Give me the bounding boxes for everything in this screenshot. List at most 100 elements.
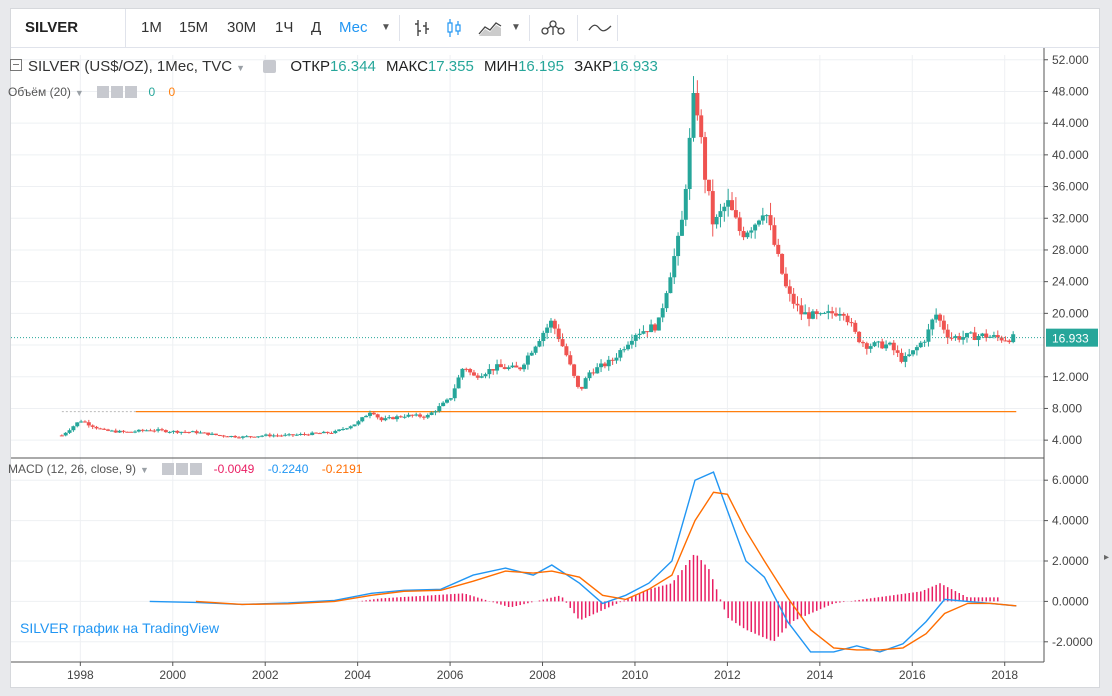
price-tick-label: 52.000 [1052,53,1089,67]
candle-down [568,355,573,365]
candle-up [437,406,442,412]
interval-30m[interactable]: 30М [227,19,257,36]
candle-down [464,368,469,370]
candle-down [475,375,480,378]
candle-up [679,219,684,236]
low-value: 16.195 [518,58,564,75]
interval-15m[interactable]: 15М [179,19,209,36]
candle-down [807,312,812,319]
candle-down [514,365,519,368]
gear-icon[interactable] [111,86,124,98]
candle-down [791,293,796,304]
time-tick-label: 2002 [252,668,279,682]
candle-up [629,340,634,345]
interval-chevron-down-icon[interactable]: ▼ [381,22,391,33]
candle-down [814,311,819,314]
time-tick-label: 2018 [991,668,1018,682]
gear-icon[interactable] [176,463,189,475]
macd-tick-label: 0.0000 [1052,594,1089,608]
candle-up [926,329,931,342]
candle-up [745,232,750,238]
candle-down [941,320,946,330]
candle-up [622,349,627,351]
scroll-arrow-icon[interactable]: ▸ [1104,552,1110,563]
time-tick-label: 2000 [159,668,186,682]
bar-chart-icon[interactable] [413,18,431,38]
series-menu-chevron-icon[interactable]: ▼ [236,63,246,73]
candle-down [106,429,111,431]
candle-up [448,398,453,400]
volume-menu-chevron-icon[interactable]: ▼ [74,88,84,98]
candle-down [972,332,977,340]
eye-icon[interactable] [97,86,110,98]
macd-menu-chevron-icon[interactable]: ▼ [140,465,149,475]
candle-up [229,435,234,437]
candle-up [63,432,68,436]
candle-up [441,402,446,407]
divider [617,15,618,41]
eye-icon[interactable] [162,463,175,475]
close-value: 16.933 [611,58,658,75]
close-icon[interactable] [190,463,203,475]
candle-down [202,432,207,434]
candle-down [82,421,87,423]
candle-down [491,369,496,371]
interval-1h[interactable]: 1Ч [275,19,294,36]
macd-tick-label: 2.0000 [1052,554,1089,568]
last-price-label: 16.933 [1046,328,1098,347]
candle-up [714,216,719,225]
symbol-search[interactable]: SILVER [11,9,126,47]
candle-down [695,92,700,116]
candle-up [907,354,912,357]
area-chart-icon[interactable] [477,18,503,38]
candle-up [872,342,877,347]
grid-lines [11,55,1044,662]
high-value: 17.355 [427,58,474,75]
candle-up [483,374,488,377]
candle-up [406,414,411,417]
candle-down [652,324,657,331]
candle-up [144,430,149,432]
candle-up [884,344,889,349]
candle-up [691,92,696,138]
candle-down [741,231,746,238]
candle-up [244,436,249,438]
candle-up [75,422,80,427]
candle-down [575,375,580,387]
interval-month[interactable]: Мес [339,19,368,36]
interval-day[interactable]: Д [311,19,322,36]
macd-value: -0.2240 [267,462,309,476]
candle-up [298,433,303,435]
close-icon[interactable] [125,86,138,98]
tradingview-attribution[interactable]: SILVER график на TradingView [20,620,220,636]
macd-tick-label: 4.0000 [1052,514,1089,528]
candle-down [175,430,180,433]
candle-down [780,253,785,274]
candle-up [352,424,357,427]
candle-up [460,368,465,378]
candle-up [522,364,527,370]
candle-down [730,200,735,211]
price-tick-label: 28.000 [1052,243,1089,257]
candle-down [860,342,865,344]
eye-icon[interactable] [263,60,277,73]
candle-up [367,412,372,416]
candle-down [498,364,503,368]
compare-line-icon[interactable] [587,18,613,38]
candle-up [136,429,141,432]
candle-down [849,322,854,324]
axes [11,48,1045,663]
candle-up [595,367,600,374]
indicators-icon[interactable] [539,18,567,38]
candlestick-icon[interactable] [445,18,463,38]
candle-up [683,189,688,220]
collapse-icon[interactable] [10,59,22,71]
candle-up [402,416,407,418]
chart-type-chevron-down-icon[interactable]: ▼ [511,22,521,33]
interval-1m[interactable]: 1М [141,19,162,36]
candle-up [510,365,515,368]
price-tick-label: 40.000 [1052,148,1089,162]
candle-down [398,416,403,418]
candle-up [664,293,669,309]
